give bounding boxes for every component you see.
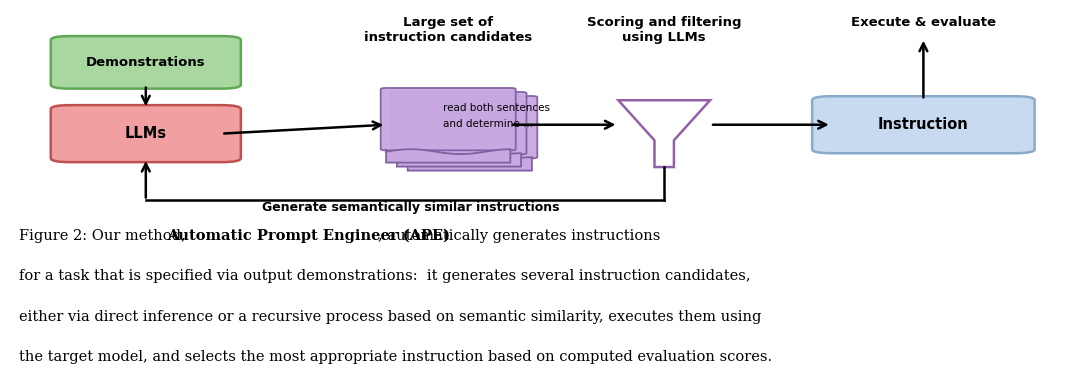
Text: Demonstrations: Demonstrations xyxy=(86,56,205,69)
FancyBboxPatch shape xyxy=(391,92,527,154)
Text: for a task that is specified via output demonstrations:  it generates several in: for a task that is specified via output … xyxy=(19,269,751,283)
Text: Automatic Prompt Engineer (APE): Automatic Prompt Engineer (APE) xyxy=(166,228,449,243)
Text: either via direct inference or a recursive process based on semantic similarity,: either via direct inference or a recursi… xyxy=(19,310,761,324)
Text: the target model, and selects the most appropriate instruction based on computed: the target model, and selects the most a… xyxy=(19,350,772,364)
FancyBboxPatch shape xyxy=(51,105,241,162)
FancyBboxPatch shape xyxy=(51,36,241,89)
Text: Scoring and filtering
using LLMs: Scoring and filtering using LLMs xyxy=(586,16,742,44)
Text: Execute & evaluate: Execute & evaluate xyxy=(851,16,996,28)
Text: , automatically generates instructions: , automatically generates instructions xyxy=(378,228,661,243)
FancyBboxPatch shape xyxy=(812,96,1035,153)
FancyBboxPatch shape xyxy=(380,88,516,151)
Text: Large set of
instruction candidates: Large set of instruction candidates xyxy=(364,16,532,44)
Text: LLMs: LLMs xyxy=(124,126,167,141)
Polygon shape xyxy=(408,157,531,170)
Polygon shape xyxy=(618,100,711,167)
Text: Figure 2: Our method,: Figure 2: Our method, xyxy=(19,228,191,243)
Polygon shape xyxy=(397,153,522,167)
Text: read both sentences
and determine ...: read both sentences and determine ... xyxy=(443,103,550,129)
Text: Instruction: Instruction xyxy=(878,117,969,132)
Text: Generate semantically similar instructions: Generate semantically similar instructio… xyxy=(261,200,559,214)
Polygon shape xyxy=(387,149,510,162)
FancyBboxPatch shape xyxy=(402,96,538,158)
